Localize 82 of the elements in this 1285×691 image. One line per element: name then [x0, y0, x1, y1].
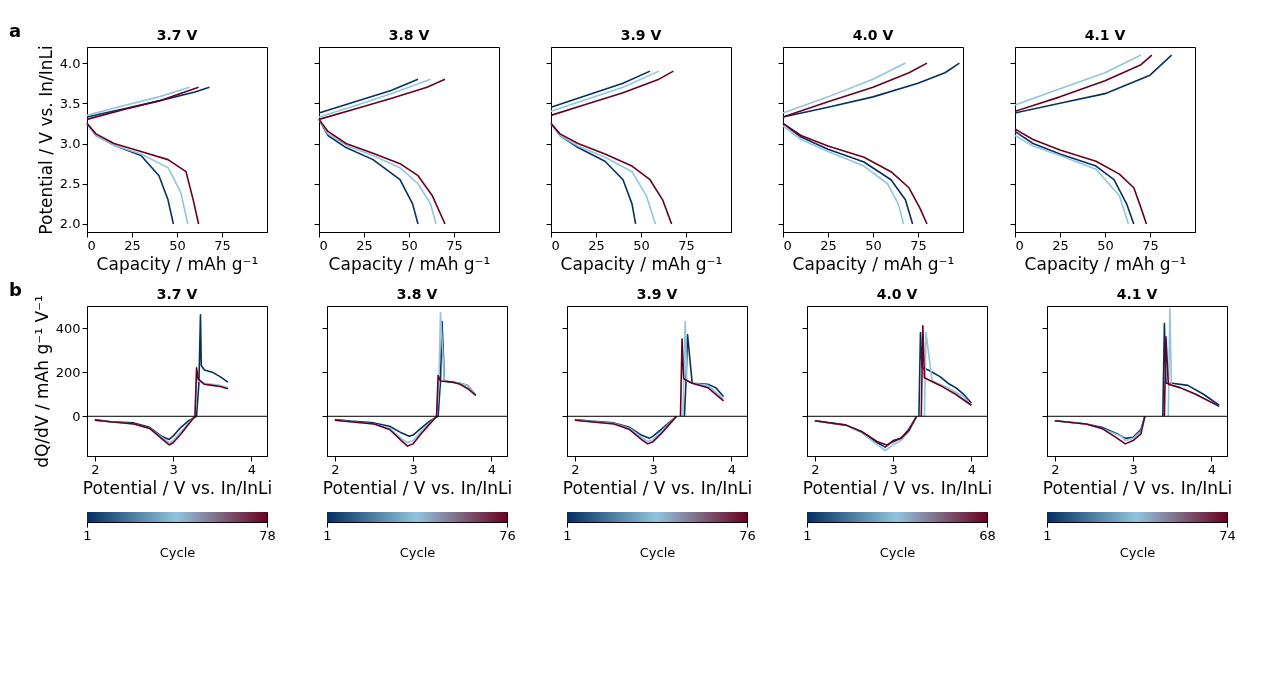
x-tick-label: 50: [633, 237, 650, 253]
color-bar-label: 1: [803, 527, 812, 543]
text: b: [9, 279, 22, 300]
y-tick-label: 3.5: [59, 95, 81, 111]
x-axis-title: Potential / V vs. In/InLi: [562, 477, 753, 498]
y-axis-title: Potential / V vs. In/InLi: [35, 45, 56, 235]
x-tick-label: 2: [91, 461, 100, 477]
y-axis-title: dQ/dV / mAh g⁻¹ V⁻¹: [31, 295, 52, 468]
x-tick-label: 3: [409, 461, 418, 477]
y-tick-label: 200: [55, 364, 81, 380]
color-bar-title: Cycle: [399, 544, 436, 560]
y-tick-label: 4.0: [59, 55, 81, 71]
x-axis-title: Potential / V vs. In/InLi: [802, 477, 993, 498]
color-bar-label: 1: [83, 527, 92, 543]
chart-title: 3.7 V: [156, 27, 198, 43]
color-bar-label: 76: [499, 527, 516, 543]
x-axis-title: Potential / V vs. In/InLi: [322, 477, 513, 498]
text: a: [9, 20, 22, 41]
color-bar-title: Cycle: [159, 544, 196, 560]
x-axis-title: Capacity / mAh g⁻¹: [792, 253, 955, 274]
chart-title: 4.1 V: [1084, 27, 1126, 43]
x-tick-label: 2: [571, 461, 580, 477]
chart-title: 4.1 V: [1116, 286, 1158, 302]
x-tick-label: 0: [1015, 237, 1024, 253]
x-tick-label: 50: [865, 237, 882, 253]
x-tick-label: 75: [446, 237, 463, 253]
x-tick-label: 50: [401, 237, 418, 253]
y-tick-label: 400: [55, 320, 81, 336]
x-tick-label: 50: [169, 237, 186, 253]
x-tick-label: 0: [87, 237, 96, 253]
x-axis-title: Potential / V vs. In/InLi: [82, 477, 273, 498]
chart-title: 3.9 V: [620, 27, 662, 43]
x-tick-label: 75: [214, 237, 231, 253]
color-bar-label: 1: [563, 527, 572, 543]
x-tick-label: 75: [678, 237, 695, 253]
x-tick-label: 4: [487, 461, 496, 477]
chart-title: 4.0 V: [876, 286, 918, 302]
x-tick-label: 0: [319, 237, 328, 253]
color-bar-label: 78: [259, 527, 276, 543]
color-bar-title: Cycle: [879, 544, 916, 560]
x-tick-label: 3: [889, 461, 898, 477]
x-tick-label: 2: [811, 461, 820, 477]
x-tick-label: 3: [169, 461, 178, 477]
x-tick-label: 4: [1207, 461, 1216, 477]
x-tick-label: 25: [124, 237, 141, 253]
chart-title: 3.7 V: [156, 286, 198, 302]
color-bar-label: 74: [1219, 527, 1236, 543]
y-tick-label: 2.5: [59, 176, 81, 192]
x-axis-title: Capacity / mAh g⁻¹: [560, 253, 723, 274]
x-tick-label: 25: [588, 237, 605, 253]
y-tick-label: 3.0: [59, 136, 81, 152]
x-axis-title: Potential / V vs. In/InLi: [1042, 477, 1233, 498]
x-axis-title: Capacity / mAh g⁻¹: [1024, 253, 1187, 274]
color-bar-title: Cycle: [639, 544, 676, 560]
color-bar-title: Cycle: [1119, 544, 1156, 560]
x-tick-label: 2: [1051, 461, 1060, 477]
x-tick-label: 25: [1052, 237, 1069, 253]
chart-title: 3.8 V: [388, 27, 430, 43]
x-tick-label: 2: [331, 461, 340, 477]
x-tick-label: 3: [649, 461, 658, 477]
x-axis-title: Capacity / mAh g⁻¹: [328, 253, 491, 274]
chart-title: 3.8 V: [396, 286, 438, 302]
x-axis-title: Capacity / mAh g⁻¹: [96, 253, 259, 274]
x-tick-label: 0: [551, 237, 560, 253]
chart-title: 3.9 V: [636, 286, 678, 302]
x-tick-label: 0: [783, 237, 792, 253]
chart-title: 4.0 V: [852, 27, 894, 43]
x-tick-label: 75: [910, 237, 927, 253]
color-bar-label: 68: [979, 527, 996, 543]
color-bar-label: 1: [1043, 527, 1052, 543]
x-tick-label: 3: [1129, 461, 1138, 477]
x-tick-label: 4: [967, 461, 976, 477]
x-tick-label: 4: [727, 461, 736, 477]
y-tick-label: 2.0: [59, 216, 81, 232]
y-tick-label: 0: [72, 408, 81, 424]
x-tick-label: 75: [1142, 237, 1159, 253]
x-tick-label: 25: [356, 237, 373, 253]
color-bar-label: 1: [323, 527, 332, 543]
x-tick-label: 25: [820, 237, 837, 253]
x-tick-label: 50: [1097, 237, 1114, 253]
color-bar-label: 76: [739, 527, 756, 543]
x-tick-label: 4: [247, 461, 256, 477]
